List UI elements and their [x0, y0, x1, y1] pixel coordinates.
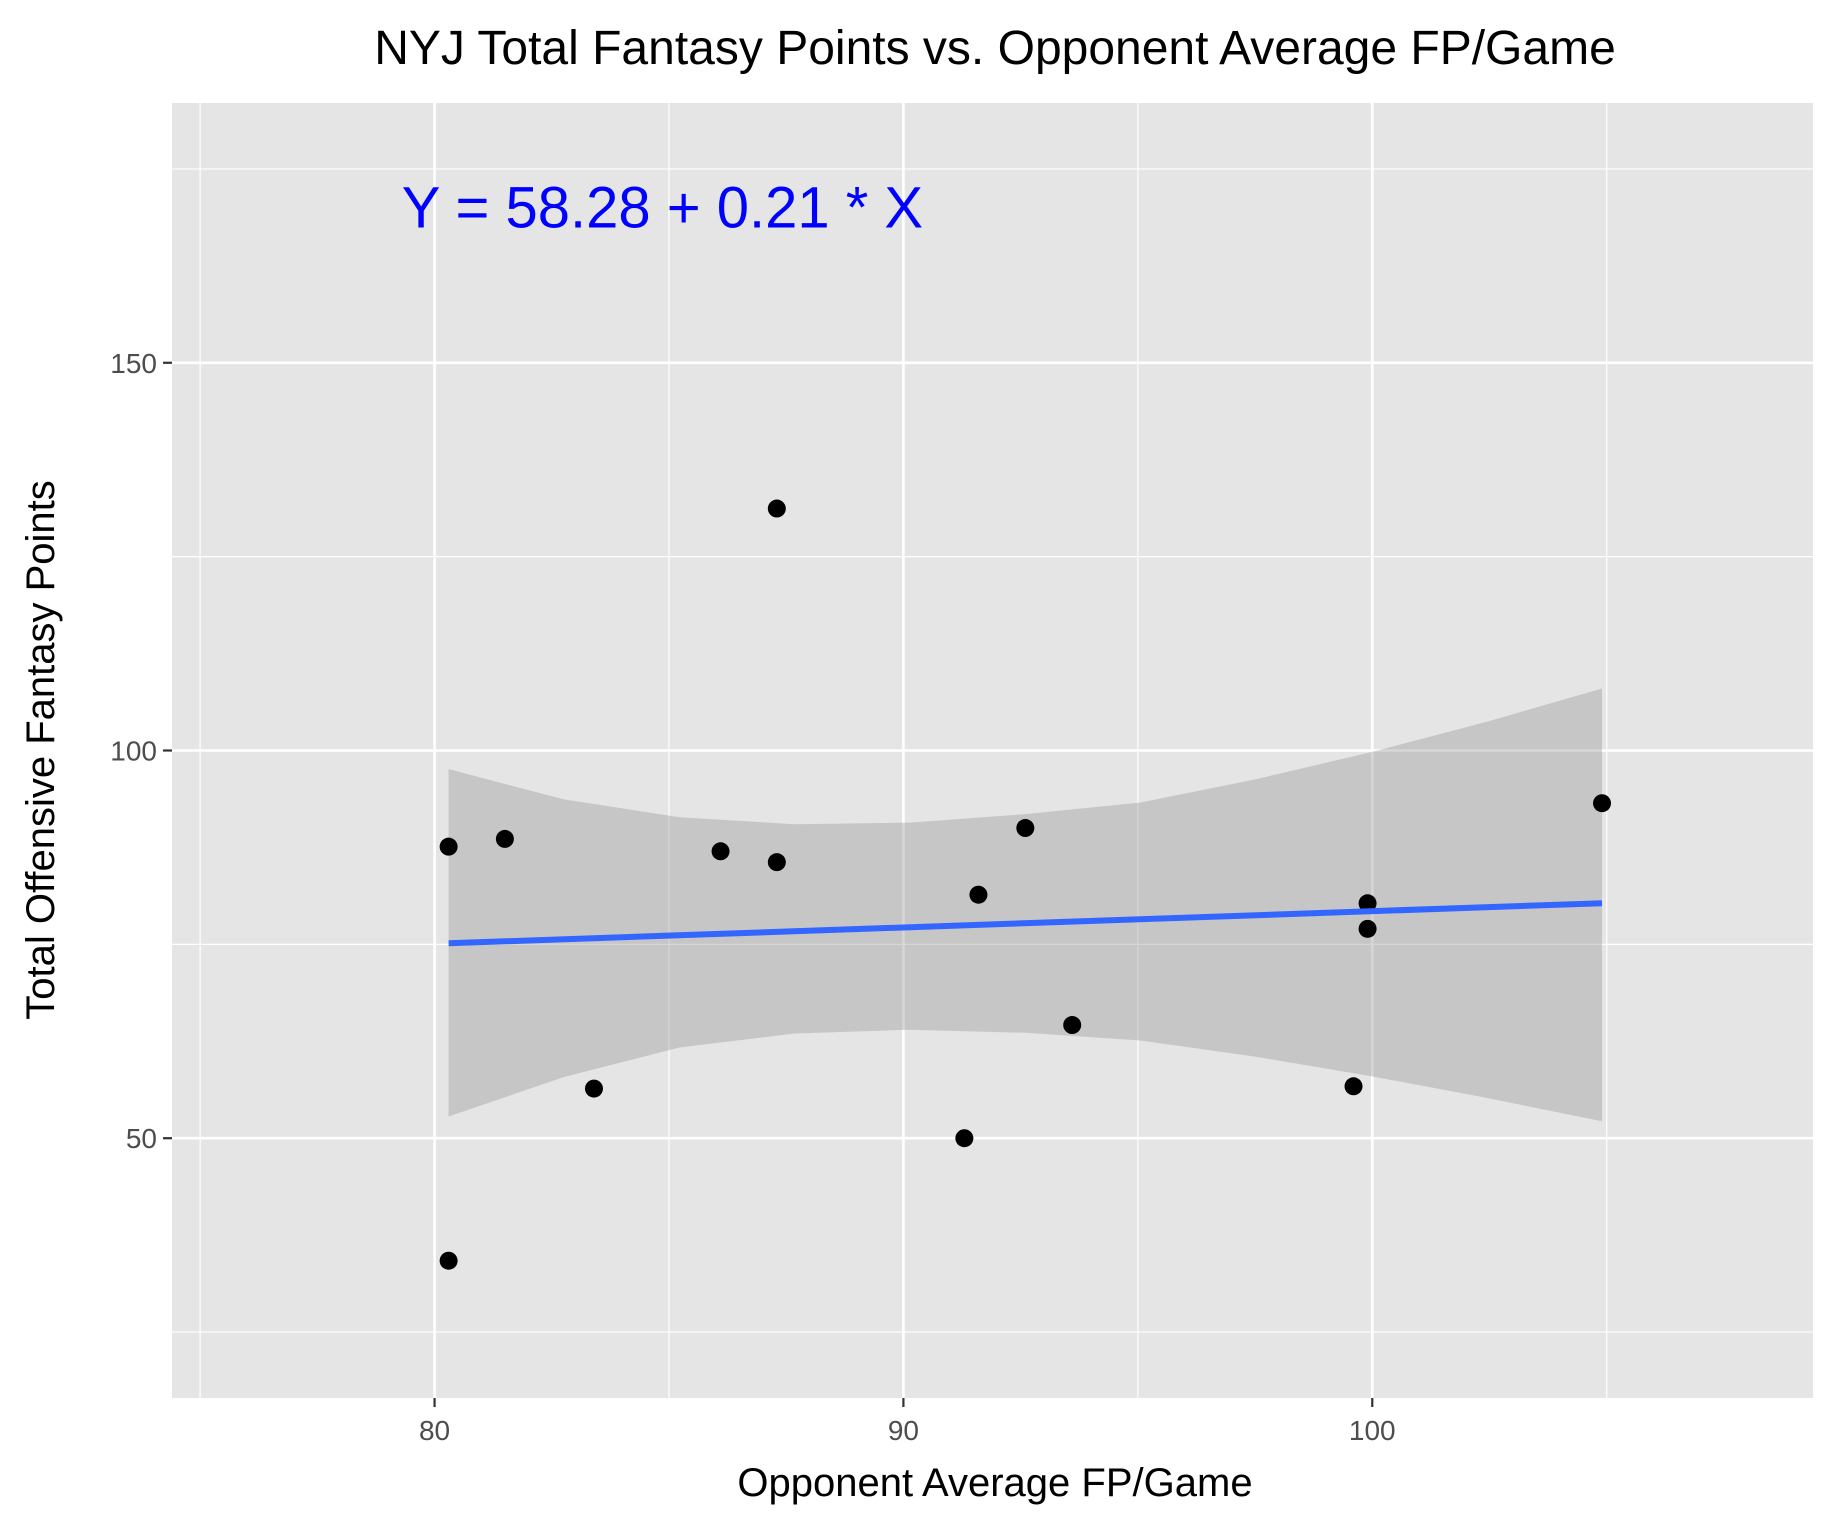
data-points-layer: [439, 499, 1612, 1270]
x-tick-label: 100: [1349, 1415, 1396, 1446]
data-point: [969, 885, 988, 904]
data-point: [955, 1129, 974, 1148]
data-point: [1344, 1077, 1363, 1096]
data-point: [1358, 919, 1377, 938]
axis-ticks-layer: 80 90 100 50 100 150: [110, 348, 1395, 1446]
x-tick-label: 90: [888, 1415, 919, 1446]
data-point: [1016, 819, 1035, 838]
x-axis-title: Opponent Average FP/Game: [737, 1461, 1252, 1505]
regression-equation: Y = 58.28 + 0.21 * X: [402, 176, 923, 241]
fit-line-layer: [448, 900, 1603, 947]
major-gridlines: [172, 103, 1813, 1398]
data-point: [1593, 794, 1612, 813]
data-point: [1063, 1016, 1082, 1035]
data-point: [711, 842, 730, 861]
data-point: [1358, 894, 1377, 913]
data-point: [495, 829, 514, 848]
fit-line: [448, 900, 1603, 947]
data-point: [439, 837, 458, 856]
y-tick-label: 150: [110, 348, 157, 379]
data-point: [584, 1079, 603, 1098]
data-point: [767, 853, 786, 872]
y-tick-label: 50: [126, 1123, 157, 1154]
data-point: [439, 1251, 458, 1270]
y-tick-label: 100: [110, 736, 157, 767]
x-tick-label: 80: [419, 1415, 450, 1446]
confidence-band: [448, 688, 1603, 1122]
data-point: [767, 499, 786, 518]
chart-title: NYJ Total Fantasy Points vs. Opponent Av…: [374, 22, 1616, 75]
y-axis-title: Total Offensive Fantasy Points: [19, 480, 63, 1020]
confidence-band-layer: [448, 688, 1603, 1122]
